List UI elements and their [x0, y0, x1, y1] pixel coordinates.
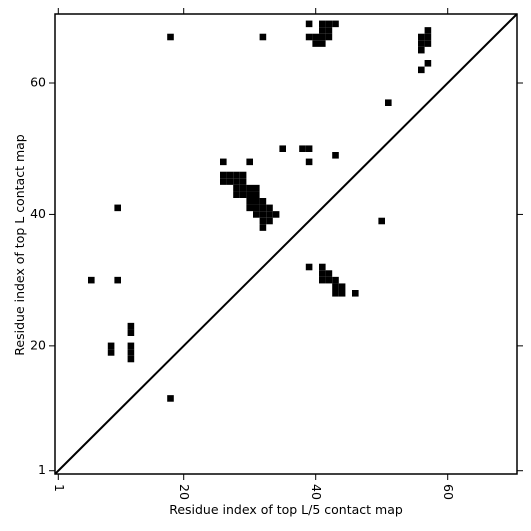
contact-cell [266, 211, 273, 218]
y-tick-label: 60 [30, 75, 46, 90]
contact-cell [107, 342, 115, 350]
contact-cell [305, 20, 313, 28]
contact-cell [246, 191, 253, 198]
contact-cell [305, 145, 313, 152]
contact-cell [272, 211, 280, 218]
contact-cell [305, 263, 313, 271]
contact-cell [418, 66, 425, 74]
contact-cell [299, 145, 306, 152]
contact-cell [167, 33, 174, 41]
contact-cell [127, 322, 135, 330]
contact-cell [246, 204, 253, 212]
y-tick-label: 40 [30, 206, 46, 221]
contact-cell [233, 178, 240, 185]
contact-cell [253, 198, 260, 205]
contact-cell [88, 276, 95, 284]
contact-cell [385, 99, 392, 106]
contact-cell [239, 191, 247, 198]
contact-cell [325, 276, 333, 284]
contact-cell [220, 171, 227, 179]
contact-cell [424, 33, 432, 41]
contact-cell [424, 60, 432, 67]
contact-cell [259, 33, 267, 41]
contact-cell [312, 33, 319, 41]
contact-cell [332, 290, 339, 297]
contact-cell [332, 283, 339, 290]
contact-cell [319, 20, 326, 28]
contact-cell [233, 184, 240, 192]
contact-cell [233, 191, 240, 198]
contact-cell [424, 40, 432, 47]
contact-cell [246, 158, 253, 166]
contact-cell [338, 283, 346, 290]
contact-cell [246, 184, 253, 192]
contact-cell [114, 276, 121, 284]
contact-cell [418, 46, 425, 54]
contact-cell [266, 204, 273, 212]
contact-cell [220, 178, 227, 185]
contact-cell [319, 276, 326, 284]
contact-cell [259, 204, 267, 212]
contact-cell [305, 33, 313, 41]
contact-cell [127, 349, 135, 356]
contact-cell [424, 27, 432, 34]
contact-cell [325, 20, 333, 28]
contact-cell [352, 290, 359, 297]
contact-cell [253, 191, 260, 198]
contact-cell [239, 178, 247, 185]
diagonal [54, 13, 518, 475]
contact-cell [127, 329, 135, 336]
contact-cell [305, 158, 313, 166]
contact-cell [338, 290, 346, 297]
contact-cell [167, 395, 174, 402]
contact-cell [114, 204, 121, 212]
contact-cell [319, 263, 326, 271]
contact-cell [325, 33, 333, 41]
contact-cell [226, 171, 234, 179]
contact-cell [312, 40, 319, 47]
contact-cell [246, 198, 253, 205]
contact-cell [259, 198, 267, 205]
plot-frame [54, 13, 518, 475]
contact-cell [226, 178, 234, 185]
contact-cell [319, 270, 326, 277]
contact-cell [259, 217, 267, 225]
y-tick-label: 20 [30, 337, 46, 352]
contact-cell [127, 355, 135, 363]
contact-cell [266, 217, 273, 225]
contact-cell [253, 204, 260, 212]
contact-cell [127, 342, 135, 350]
x-axis-label: Residue index of top L/5 contact map [169, 502, 403, 517]
x-tick-label: 40 [309, 484, 324, 500]
y-tick-label: 1 [38, 462, 46, 477]
contact-cell [325, 270, 333, 277]
contact-cell [220, 158, 227, 166]
contact-cell [325, 27, 333, 34]
contact-cell [259, 211, 267, 218]
x-tick-label: 60 [441, 484, 456, 500]
contact-cell [418, 40, 425, 47]
contact-cell [378, 217, 385, 225]
contact-cell [253, 184, 260, 192]
contact-cell [332, 20, 339, 28]
contact-cell [239, 184, 247, 192]
contact-cell [259, 224, 267, 231]
contact-cell [279, 145, 286, 152]
contact-cell [239, 171, 247, 179]
contact-cell [319, 33, 326, 41]
contact-cell [253, 211, 260, 218]
contact-cell [319, 40, 326, 47]
contact-cell [332, 152, 339, 159]
x-tick-label: 20 [177, 484, 192, 500]
contact-cell [107, 349, 115, 356]
y-axis-label: Residue index of top L contact map [12, 134, 27, 355]
x-tick-label: 1 [52, 484, 67, 492]
contact-cell [418, 33, 425, 41]
contact-cell [332, 276, 339, 284]
contact-cell [319, 27, 326, 34]
contact-cell [233, 171, 240, 179]
